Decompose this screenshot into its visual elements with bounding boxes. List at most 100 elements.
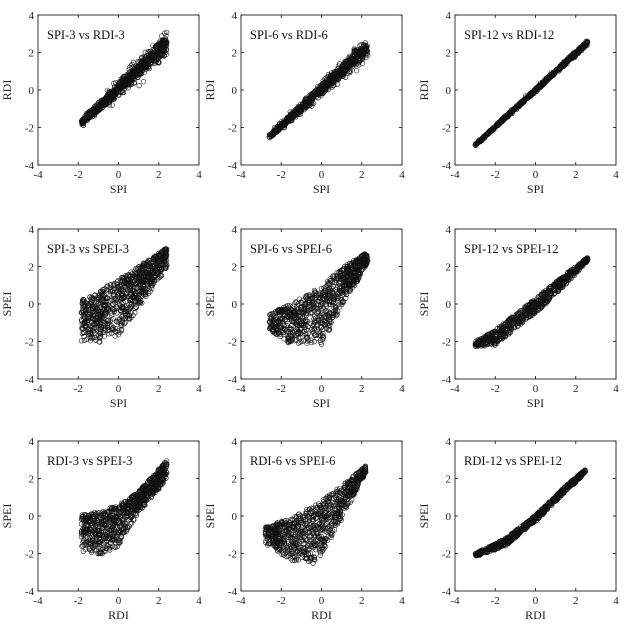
data-point	[127, 64, 133, 70]
data-point	[104, 295, 110, 301]
x-tick-label: 2	[156, 169, 162, 181]
y-tick-label: -2	[25, 123, 34, 135]
y-tick-label: -4	[228, 160, 238, 172]
x-tick-label: -4	[450, 383, 460, 395]
x-tick-label: 0	[533, 383, 539, 395]
data-point	[114, 319, 120, 325]
data-point	[554, 67, 560, 74]
y-tick-label: 2	[446, 262, 452, 274]
data-point	[141, 279, 147, 285]
data-point	[481, 134, 487, 140]
data-point	[90, 106, 96, 112]
y-tick-label: -2	[442, 337, 451, 349]
data-point	[122, 320, 128, 326]
data-point	[111, 282, 117, 288]
x-tick-label: 2	[156, 383, 162, 395]
data-point	[304, 100, 310, 106]
y-tick-label: -2	[228, 337, 237, 349]
data-point	[281, 124, 287, 130]
data-point	[109, 93, 115, 99]
data-point	[272, 125, 278, 131]
data-point	[364, 43, 370, 49]
data-point	[547, 74, 553, 80]
data-point	[289, 113, 295, 119]
data-point	[156, 59, 162, 65]
y-axis-label: SPEI	[203, 292, 217, 317]
data-point	[339, 68, 345, 74]
data-point	[91, 334, 97, 340]
data-point	[79, 118, 85, 125]
y-tick-label: 2	[232, 48, 238, 60]
data-point	[575, 48, 581, 54]
data-point	[128, 78, 134, 85]
x-axis-label: SPI	[313, 396, 330, 410]
x-tick-label: -4	[33, 383, 43, 395]
data-point	[97, 324, 104, 330]
data-point	[150, 48, 156, 54]
data-point	[310, 92, 317, 98]
x-tick-label: 0	[116, 383, 122, 395]
y-tick-label: 0	[29, 85, 35, 97]
data-point	[124, 72, 130, 78]
y-tick-label: 4	[29, 10, 35, 22]
y-tick-label: 4	[446, 10, 452, 22]
data-point	[100, 287, 106, 293]
x-tick-label: 0	[533, 169, 539, 181]
scatter-points	[266, 40, 371, 141]
x-axis-label: SPI	[110, 182, 127, 196]
data-point	[362, 40, 369, 46]
y-tick-label: -4	[442, 374, 452, 386]
data-point	[80, 308, 86, 314]
scatter-points	[472, 255, 591, 349]
data-point	[560, 60, 567, 66]
data-point	[283, 120, 289, 126]
x-tick-label: -4	[236, 383, 246, 395]
data-point	[81, 337, 87, 343]
data-point	[324, 86, 330, 92]
x-tick-label: -2	[74, 169, 83, 181]
data-point	[87, 335, 93, 341]
y-tick-label: 0	[29, 299, 35, 311]
data-point	[129, 81, 135, 87]
x-tick-label: -2	[491, 169, 500, 181]
data-point	[307, 99, 313, 105]
data-point	[110, 294, 116, 300]
data-point	[87, 108, 93, 114]
data-point	[350, 61, 356, 67]
y-tick-label: 2	[446, 48, 452, 60]
x-tick-label: -4	[33, 169, 43, 181]
data-point	[540, 79, 546, 86]
data-point	[522, 96, 528, 102]
data-point	[318, 87, 324, 93]
data-point	[321, 81, 327, 87]
x-tick-label: 2	[573, 383, 579, 395]
y-tick-label: 4	[29, 224, 35, 236]
data-point	[341, 70, 348, 76]
x-tick-label: 0	[116, 169, 122, 181]
y-tick-label: 2	[232, 262, 238, 274]
data-point	[99, 101, 105, 107]
y-tick-label: 4	[232, 10, 238, 22]
scatter-points	[472, 38, 591, 148]
data-point	[344, 62, 350, 68]
data-point	[114, 310, 120, 316]
data-point	[119, 319, 126, 326]
data-point	[306, 100, 313, 106]
data-point	[332, 79, 339, 85]
data-point	[357, 51, 363, 58]
x-tick-label: 0	[319, 383, 325, 395]
y-axis-label: RDI	[0, 80, 14, 101]
data-point	[501, 116, 507, 122]
data-point	[114, 281, 120, 287]
data-point	[146, 66, 152, 72]
data-point	[340, 63, 346, 69]
y-tick-label: 4	[446, 224, 452, 236]
data-point	[345, 63, 351, 69]
data-point	[83, 114, 89, 120]
data-point	[96, 339, 102, 345]
x-tick-label: 2	[573, 169, 579, 181]
